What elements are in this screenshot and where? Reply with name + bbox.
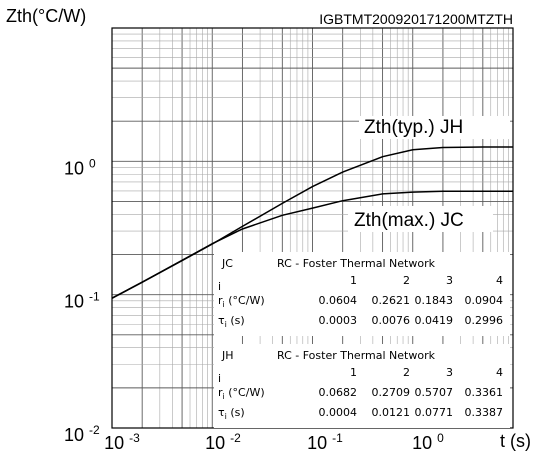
chart-id-text: IGBTMT200920171200MTZTH [319, 11, 513, 27]
row-label: ri (°C/W) [218, 386, 265, 401]
column-header: 2 [403, 274, 410, 287]
column-header: 4 [496, 274, 503, 287]
index-label: i [218, 372, 221, 385]
table-cell: 0.0419 [415, 314, 454, 327]
table-cell: 0.0682 [319, 386, 358, 399]
series-label-bg [359, 116, 510, 139]
table-cell: 0.0003 [319, 314, 358, 327]
table-title: RC - Foster Thermal Network [277, 257, 436, 270]
table-title: RC - Foster Thermal Network [277, 349, 436, 362]
table-cell: 0.0076 [372, 314, 411, 327]
table-cell: 0.1843 [415, 294, 454, 307]
row-label: τi (s) [218, 406, 245, 421]
y-axis-label: Zth(°C/W) [6, 6, 86, 26]
table-cell: 0.0121 [372, 406, 411, 419]
rc-foster-tables: JC RC - Foster Thermal Network i 1 2 3 4 ri (°C… [214, 252, 510, 428]
table-cell: 0.2996 [465, 314, 504, 327]
tick-labels: 10 -3 10 -2 10 -1 10 010 -210 -110 0 [64, 156, 444, 453]
column-header: 1 [350, 366, 357, 379]
series-label: Zth(typ.) JH [364, 117, 463, 138]
x-tick-label: 10 -3 [104, 431, 140, 453]
table-cell: 0.0604 [319, 294, 358, 307]
y-tick-label: 10 0 [64, 156, 96, 178]
table-name: JC [221, 257, 233, 270]
table-bg [214, 252, 510, 336]
column-header: 2 [403, 366, 410, 379]
column-header: 3 [446, 274, 453, 287]
column-header: 3 [446, 366, 453, 379]
table-cell: 0.0904 [465, 294, 504, 307]
x-tick-label: 10 -1 [307, 431, 343, 453]
table-cell: 0.5707 [415, 386, 454, 399]
series-line-max-jc [111, 190, 513, 299]
x-tick-label: 10 -2 [205, 431, 241, 453]
table-cell: 0.2709 [372, 386, 411, 399]
column-header: 4 [496, 366, 503, 379]
series-label-bg [348, 206, 493, 232]
table-cell: 0.3361 [465, 386, 504, 399]
x-tick-label: 10 0 [412, 431, 444, 453]
y-tick-label: 10 -1 [64, 290, 100, 312]
table-cell: 0.0004 [319, 406, 358, 419]
row-label: τi (s) [218, 314, 245, 329]
row-label: ri (°C/W) [218, 294, 265, 309]
table-cell: 0.2621 [372, 294, 411, 307]
axis-labels: Zth(°C/W) IGBTMT200920171200MTZTH t (s) [6, 6, 531, 451]
y-tick-label: 10 -2 [64, 423, 100, 445]
table-name: JH [221, 349, 234, 362]
table-cell: 0.3387 [465, 406, 504, 419]
table-cell: 0.0771 [415, 406, 454, 419]
x-axis-label: t (s) [500, 431, 531, 451]
series-curves: Zth(typ.) JH Zth(max.) JC [111, 116, 513, 299]
table-bg [214, 344, 510, 428]
index-label: i [218, 280, 221, 293]
series-label: Zth(max.) JC [354, 210, 464, 231]
column-header: 1 [350, 274, 357, 287]
